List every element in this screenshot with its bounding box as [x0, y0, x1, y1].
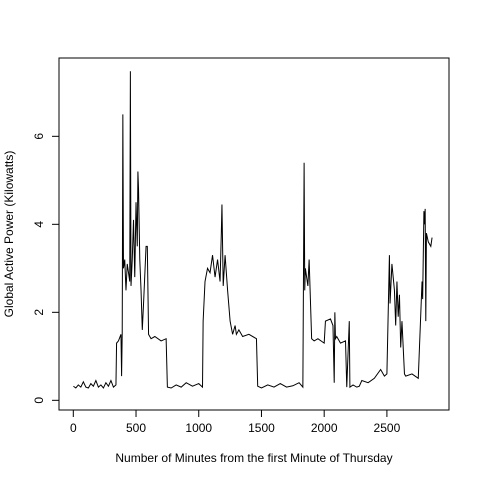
x-axis-label: Number of Minutes from the first Minute …: [115, 451, 392, 465]
y-tick-label: 6: [32, 133, 46, 140]
x-tick-label: 2000: [311, 421, 338, 435]
y-tick-label: 4: [32, 221, 46, 228]
x-tick-label: 1500: [248, 421, 275, 435]
x-tick-label: 0: [70, 421, 77, 435]
x-tick-label: 1000: [185, 421, 212, 435]
plot-box: [58, 57, 450, 411]
x-tick-label: 2500: [374, 421, 401, 435]
y-tick-label: 0: [32, 397, 46, 404]
y-axis-label: Global Active Power (Kilowatts): [2, 151, 16, 318]
x-tick-label: 500: [126, 421, 146, 435]
y-tick-label: 2: [32, 309, 46, 316]
data-line: [73, 71, 433, 389]
